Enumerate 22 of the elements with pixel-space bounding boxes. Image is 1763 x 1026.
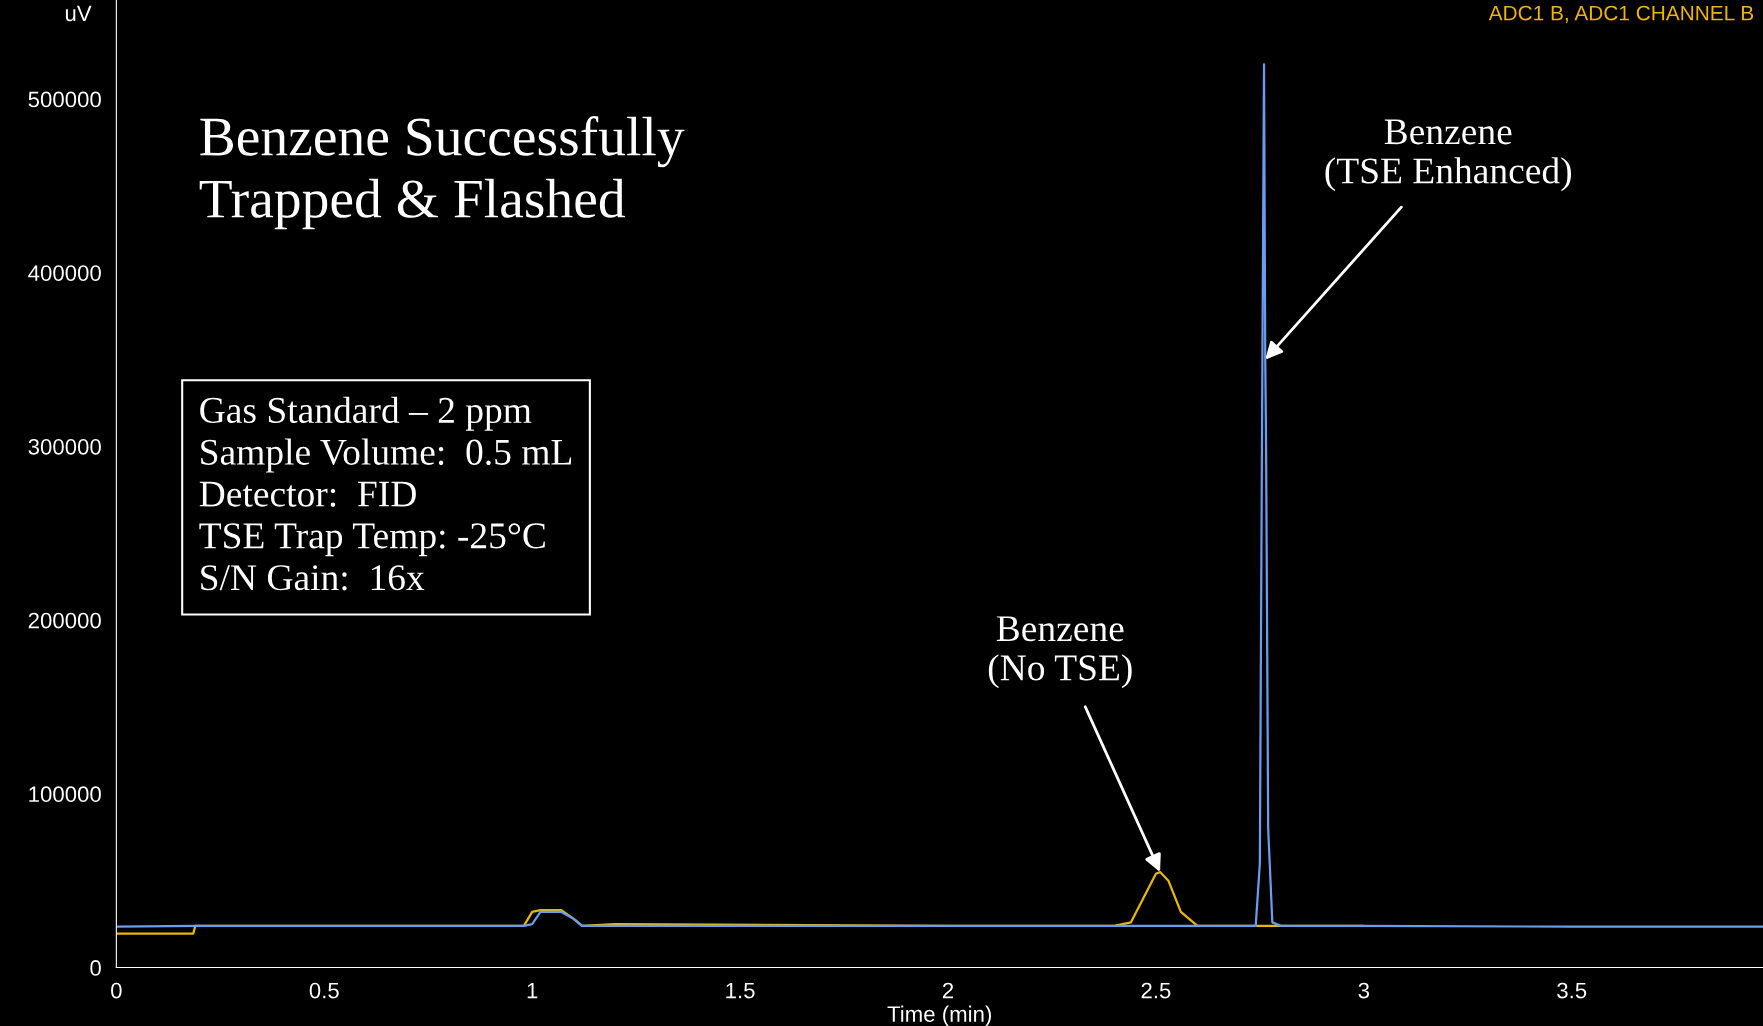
annotation: ADC1 B, ADC1 CHANNEL B xyxy=(1488,5,1754,23)
line-series xyxy=(116,63,1763,928)
x-tick-label: 0 xyxy=(111,982,122,999)
y-tick-label: 300000 xyxy=(28,438,101,455)
y-tick-label: 400000 xyxy=(28,265,101,281)
x-tick-label: 1 xyxy=(527,982,538,999)
x-tick-label: 1.5 xyxy=(726,982,755,999)
text: Benzene Successfully Trapped & Flashed xyxy=(199,116,685,230)
x-tick-label: 3.5 xyxy=(1557,982,1587,999)
y-axis-title: uV xyxy=(65,5,92,22)
annotation: Benzene (TSE Enhanced) xyxy=(1325,119,1572,192)
x-tick-label: 2 xyxy=(942,982,954,999)
x-tick-label: 3 xyxy=(1358,982,1370,999)
y-tick-label: 100000 xyxy=(29,786,101,803)
annotation: Gas Standard – 2 ppm Sample Volume: 0.5 mL Detector: FID TSE Trap Temp: -25°C S/N Gain: 16x xyxy=(199,396,572,591)
x-tick-label: 0.5 xyxy=(309,982,339,999)
x-tick-label: 2.5 xyxy=(1141,982,1171,999)
y-tick-label: 200000 xyxy=(28,612,101,629)
x-axis-title: Time (min) xyxy=(887,1005,991,1026)
annotation: Benzene (No TSE) xyxy=(988,616,1132,689)
y-tick-label: 0 xyxy=(90,960,101,976)
y-tick-label: 500000 xyxy=(28,91,101,108)
